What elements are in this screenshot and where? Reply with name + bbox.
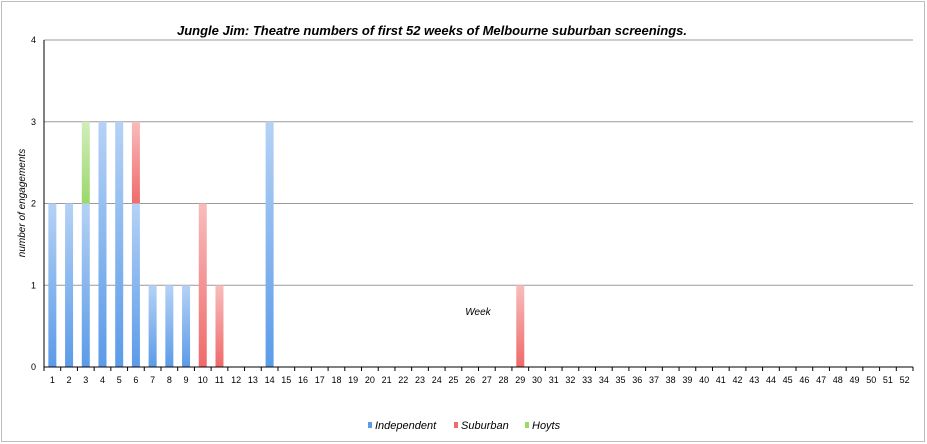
x-tick-label: 31 [549,375,559,385]
x-tick-label: 50 [866,375,876,385]
x-tick-label: 16 [298,375,308,385]
x-tick-label: 8 [167,375,172,385]
x-tick-label: 3 [83,375,88,385]
x-tick-label: 6 [133,375,138,385]
x-tick-label: 43 [749,375,759,385]
x-tick-label: 47 [816,375,826,385]
y-axis-label: number of engagements [17,149,28,257]
x-tick-label: 36 [632,375,642,385]
x-tick-label: 1 [50,375,55,385]
bar-independent-week-8 [165,285,174,367]
x-tick-label: 41 [716,375,726,385]
x-tick-label: 24 [432,375,442,385]
x-tick-label: 10 [198,375,208,385]
y-tick-label: 3 [31,117,36,127]
x-tick-label: 37 [649,375,659,385]
x-tick-label: 32 [565,375,575,385]
bar-independent-week-5 [115,121,124,367]
bar-suburban-week-6 [131,121,140,204]
legend-swatch-independent [368,422,372,428]
legend-swatch-hoyts [525,422,529,428]
x-tick-label: 46 [799,375,809,385]
x-tick-label: 30 [532,375,542,385]
x-tick-label: 15 [281,375,291,385]
bar-hoyts-week-3 [81,121,90,204]
legend-label-suburban: Suburban [461,420,509,432]
bar-independent-week-2 [65,203,74,367]
x-tick-label: 14 [265,375,275,385]
bar-independent-week-3 [81,203,90,367]
x-tick-label: 34 [599,375,609,385]
x-tick-label: 9 [184,375,189,385]
legend-swatch-suburban [454,422,458,428]
bar-suburban-week-11 [215,285,224,367]
x-tick-label: 7 [150,375,155,385]
chart-title: Jungle Jim: Theatre numbers of first 52 … [177,23,687,38]
x-tick-label: 26 [465,375,475,385]
y-tick-label: 1 [31,280,36,290]
y-tick-label: 0 [31,362,36,372]
x-tick-label: 17 [315,375,325,385]
x-tick-label: 45 [783,375,793,385]
x-axis-label: Week [465,307,491,318]
x-tick-label: 44 [766,375,776,385]
x-tick-label: 52 [900,375,910,385]
legend-label-hoyts: Hoyts [532,420,561,432]
x-tick-label: 28 [499,375,509,385]
x-tick-label: 21 [382,375,392,385]
bar-independent-week-9 [182,285,191,367]
x-tick-label: 5 [117,375,122,385]
x-tick-label: 4 [100,375,105,385]
bar-suburban-week-29 [516,285,525,367]
x-tick-label: 29 [515,375,525,385]
x-tick-label: 40 [699,375,709,385]
y-tick-label: 4 [31,35,36,45]
x-tick-label: 2 [67,375,72,385]
x-tick-label: 11 [215,375,224,385]
x-tick-label: 48 [833,375,843,385]
x-tick-label: 12 [231,375,241,385]
bar-suburban-week-10 [198,203,207,367]
x-tick-label: 23 [415,375,425,385]
x-tick-label: 22 [398,375,408,385]
x-tick-label: 27 [482,375,492,385]
x-tick-label: 18 [331,375,341,385]
legend-label-independent: Independent [375,420,437,432]
bars [48,121,525,367]
y-tick-label: 2 [31,199,36,209]
bar-independent-week-6 [131,203,140,367]
x-tick-label: 25 [448,375,458,385]
bar-independent-week-1 [48,203,57,367]
x-tick-label: 39 [682,375,692,385]
bar-independent-week-7 [148,285,157,367]
x-tick-label: 49 [850,375,860,385]
x-tick-label: 13 [248,375,258,385]
x-tick-label: 42 [733,375,743,385]
legend: Independent Suburban Hoyts [368,420,561,432]
x-tick-label: 19 [348,375,358,385]
x-tick-label: 35 [616,375,626,385]
x-tick-label: 51 [883,375,893,385]
bar-independent-week-4 [98,121,107,367]
bar-independent-week-14 [265,121,274,367]
x-tick-label: 20 [365,375,375,385]
x-tick-label: 33 [582,375,592,385]
x-tick-label: 38 [666,375,676,385]
